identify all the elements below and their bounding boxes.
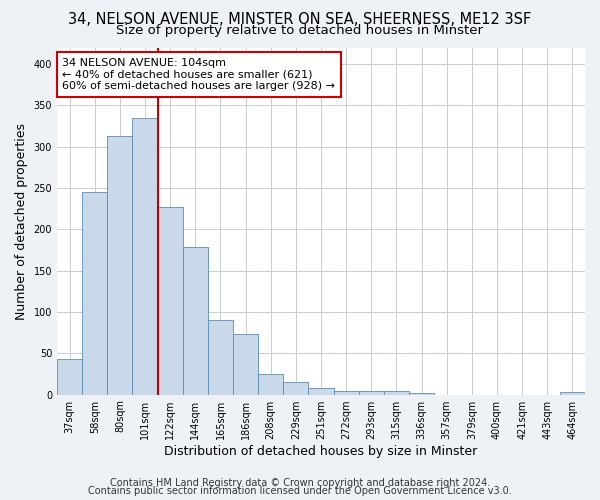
Bar bbox=[233, 334, 258, 394]
Bar bbox=[208, 320, 233, 394]
Bar bbox=[107, 136, 133, 394]
Bar bbox=[57, 359, 82, 394]
X-axis label: Distribution of detached houses by size in Minster: Distribution of detached houses by size … bbox=[164, 444, 478, 458]
Bar bbox=[158, 207, 183, 394]
Bar bbox=[384, 392, 409, 394]
Bar bbox=[409, 393, 434, 394]
Bar bbox=[308, 388, 334, 394]
Text: Contains HM Land Registry data © Crown copyright and database right 2024.: Contains HM Land Registry data © Crown c… bbox=[110, 478, 490, 488]
Bar bbox=[283, 382, 308, 394]
Bar bbox=[359, 392, 384, 394]
Text: Size of property relative to detached houses in Minster: Size of property relative to detached ho… bbox=[116, 24, 484, 37]
Text: Contains public sector information licensed under the Open Government Licence v3: Contains public sector information licen… bbox=[88, 486, 512, 496]
Bar bbox=[183, 246, 208, 394]
Bar bbox=[560, 392, 585, 394]
Bar bbox=[82, 192, 107, 394]
Text: 34, NELSON AVENUE, MINSTER ON SEA, SHEERNESS, ME12 3SF: 34, NELSON AVENUE, MINSTER ON SEA, SHEER… bbox=[68, 12, 532, 28]
Y-axis label: Number of detached properties: Number of detached properties bbox=[15, 122, 28, 320]
Text: 34 NELSON AVENUE: 104sqm
← 40% of detached houses are smaller (621)
60% of semi-: 34 NELSON AVENUE: 104sqm ← 40% of detach… bbox=[62, 58, 335, 91]
Bar bbox=[334, 392, 359, 394]
Bar bbox=[258, 374, 283, 394]
Bar bbox=[133, 118, 158, 394]
